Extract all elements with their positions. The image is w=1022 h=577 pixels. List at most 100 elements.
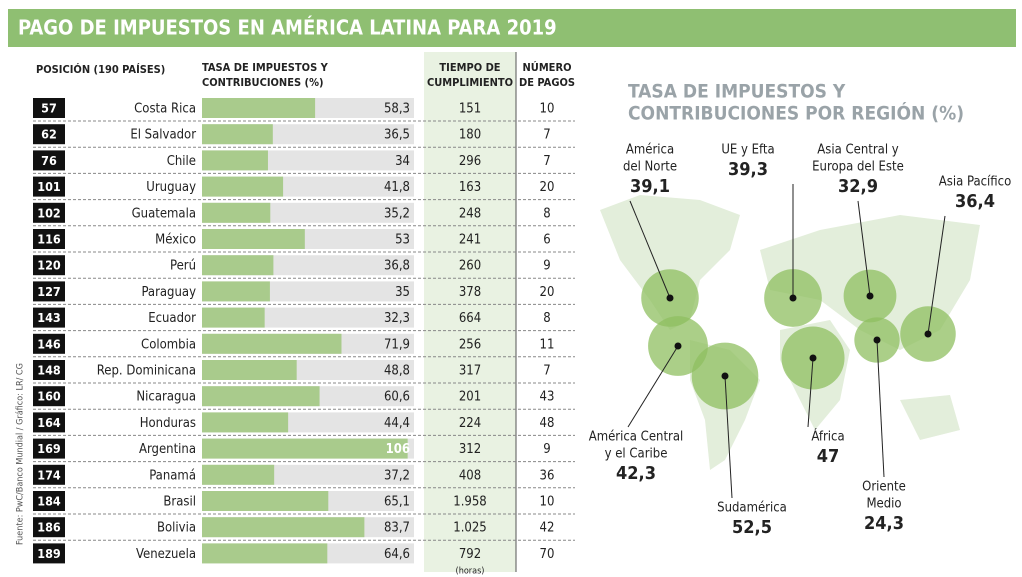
- column-header: CONTRIBUCIONES (%): [202, 76, 324, 89]
- bar: [202, 412, 289, 433]
- country: Chile: [167, 154, 196, 169]
- payments: 20: [540, 180, 555, 195]
- time: 664: [459, 311, 481, 326]
- leader: [627, 345, 679, 428]
- region-value: 24,3: [864, 513, 904, 534]
- position: 164: [37, 415, 61, 430]
- bar: [202, 491, 329, 511]
- position: 62: [41, 127, 57, 142]
- time: 312: [459, 442, 481, 457]
- bar: [202, 281, 270, 302]
- position: 148: [37, 363, 61, 378]
- region-name: América Central: [589, 430, 684, 445]
- country: Guatemala: [132, 206, 196, 221]
- payments: 10: [540, 495, 555, 510]
- rate-label: 58,3: [384, 102, 410, 117]
- region-dot: [789, 294, 797, 302]
- payments: 8: [543, 206, 550, 221]
- position-box: [33, 202, 65, 223]
- region-dot: [924, 330, 932, 338]
- region-value: 36,4: [955, 191, 995, 212]
- bar: [202, 229, 305, 249]
- time: 260: [459, 259, 481, 274]
- position: 169: [37, 441, 61, 456]
- position-box: [33, 333, 65, 354]
- position-box: [33, 150, 65, 171]
- country: Argentina: [139, 442, 196, 457]
- rate-label: 36,8: [384, 259, 410, 274]
- position: 76: [41, 153, 57, 168]
- region-name: África: [811, 429, 844, 445]
- position-box: [33, 229, 65, 249]
- time: 224: [459, 416, 481, 431]
- time: 1.958: [453, 495, 486, 510]
- time-unit: (horas): [456, 567, 485, 577]
- rate-label: 44,4: [384, 416, 410, 431]
- rate-label: 83,7: [384, 521, 410, 536]
- bar: [202, 202, 271, 223]
- payments: 6: [543, 233, 550, 248]
- position-box: [33, 307, 65, 328]
- region-name: Asia Pacífico: [939, 175, 1012, 190]
- country: México: [155, 233, 196, 248]
- payments: 36: [540, 468, 555, 483]
- position-box: [33, 98, 65, 118]
- position-box: [33, 124, 65, 145]
- time-column-bg: [424, 52, 516, 572]
- bar: [202, 176, 284, 197]
- time: 163: [459, 180, 481, 195]
- title: PAGO DE IMPUESTOS EN AMÉRICA LATINA PARA…: [18, 16, 557, 40]
- country: El Salvador: [130, 128, 196, 143]
- country: Costa Rica: [134, 102, 196, 117]
- region-name: América: [626, 143, 674, 158]
- column-header: CUMPLIMIENTO: [427, 76, 513, 89]
- region-value: 32,9: [838, 176, 878, 197]
- leader: [927, 215, 946, 335]
- payments: 10: [540, 102, 555, 117]
- map-title: TASA DE IMPUESTOS Y: [628, 81, 846, 103]
- region-name: del Norte: [623, 160, 677, 175]
- position: 127: [37, 284, 60, 299]
- region-name: UE y Efta: [721, 143, 774, 158]
- position-box: [33, 517, 65, 538]
- bar: [202, 98, 316, 118]
- leader: [876, 339, 885, 478]
- bar: [202, 124, 273, 145]
- leader: [724, 375, 733, 499]
- time: 408: [459, 468, 481, 483]
- position: 116: [37, 232, 61, 247]
- position-box: [33, 255, 65, 276]
- country: Nicaragua: [136, 390, 196, 405]
- column-header: POSICIÓN (190 PAÍSES): [36, 63, 165, 76]
- payments: 43: [540, 390, 555, 405]
- rate-label: 48,8: [384, 364, 410, 379]
- position: 184: [37, 494, 61, 509]
- payments: 8: [543, 311, 550, 326]
- bar: [202, 438, 408, 459]
- time: 792: [459, 547, 481, 562]
- country: Rep. Dominicana: [97, 364, 196, 379]
- position-box: [33, 491, 65, 511]
- position-box: [33, 464, 65, 485]
- payments: 11: [540, 337, 555, 352]
- time: 248: [459, 206, 481, 221]
- country: Honduras: [140, 416, 196, 431]
- position: 120: [37, 258, 61, 273]
- position-box: [33, 281, 65, 302]
- bar: [202, 386, 320, 407]
- region-value: 47: [817, 446, 840, 467]
- bar: [202, 517, 365, 538]
- region-dot: [666, 294, 674, 302]
- bar: [202, 255, 274, 276]
- position: 160: [37, 389, 61, 404]
- position-box: [33, 386, 65, 407]
- region-dot: [721, 372, 729, 380]
- country: Ecuador: [148, 311, 196, 326]
- rate-label: 64,6: [384, 547, 410, 562]
- country: Uruguay: [146, 180, 196, 195]
- leader: [629, 200, 671, 299]
- payments: 7: [543, 364, 550, 379]
- column-header: NÚMERO: [523, 61, 572, 74]
- bar: [202, 333, 342, 354]
